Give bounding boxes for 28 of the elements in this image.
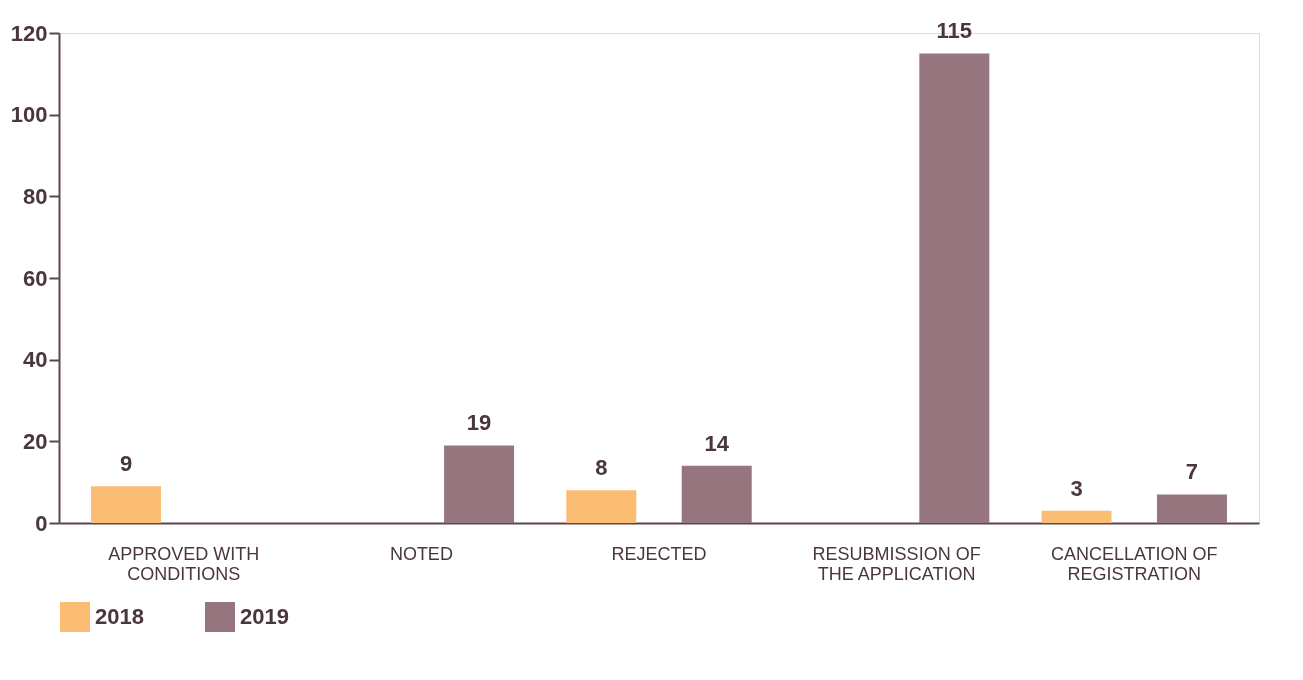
x-tick-label: CANCELLATION OF REGISTRATION [1050, 543, 1218, 584]
x-tick-label: REJECTED [611, 543, 707, 564]
y-tick-label: 20 [23, 428, 48, 454]
x-tick-label: RESUBMISSION OF THE APPLICATION [812, 543, 981, 584]
x-tick-label: APPROVED WITH CONDITIONS [108, 543, 260, 584]
x-tick-label: NOTED [389, 543, 453, 564]
y-tick-label: 40 [23, 347, 48, 373]
y-tick-label: 80 [23, 183, 48, 209]
data-label: 19 [466, 410, 492, 436]
bar [1041, 510, 1112, 523]
y-tick-label: 60 [23, 265, 48, 291]
data-label: 9 [119, 451, 133, 477]
data-label: 3 [1070, 475, 1083, 501]
bar [681, 465, 752, 523]
data-label: 14 [704, 430, 730, 456]
bar [566, 490, 637, 523]
bar [91, 486, 162, 523]
bar [444, 445, 515, 523]
bar [919, 53, 990, 523]
bar [1156, 494, 1227, 523]
legend-label: 2018 [95, 604, 144, 629]
y-tick-label: 0 [35, 510, 48, 536]
y-tick-label: 100 [10, 102, 48, 128]
y-tick-label: 120 [10, 20, 48, 46]
data-label: 8 [595, 455, 608, 481]
data-label: 7 [1185, 459, 1199, 485]
data-label: 115 [936, 18, 973, 44]
legend-label: 2019 [240, 604, 289, 629]
